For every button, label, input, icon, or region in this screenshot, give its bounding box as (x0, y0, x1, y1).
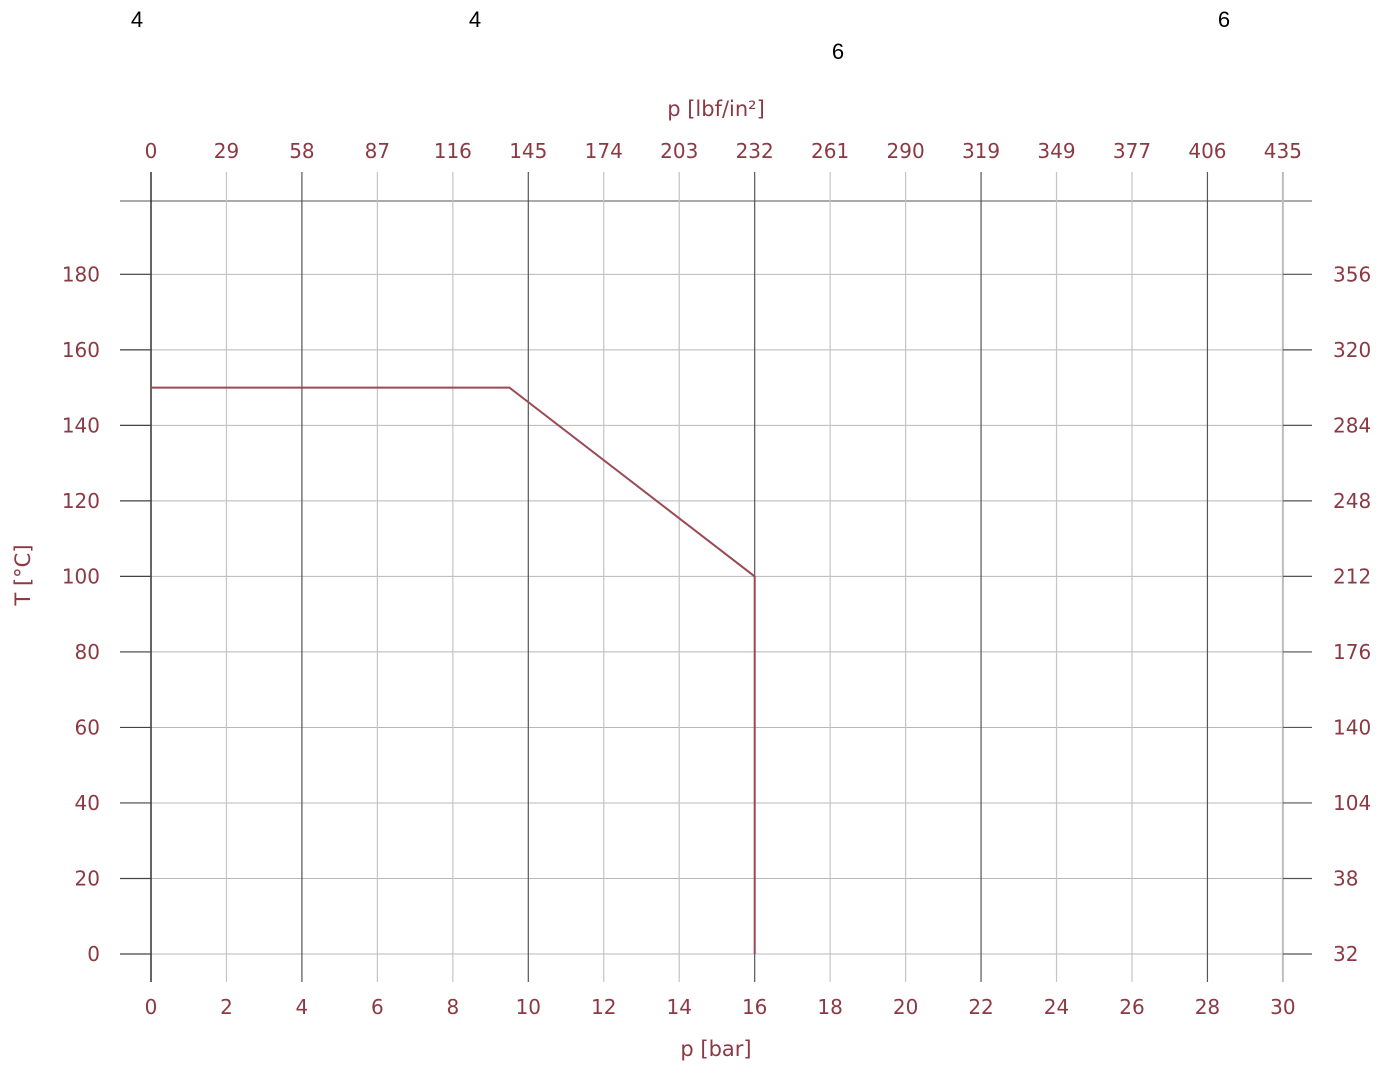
x-top-tick-label: 87 (365, 139, 390, 163)
page-markers: 4 4 6 6 (131, 7, 1230, 64)
x-top-tick-label: 203 (660, 139, 698, 163)
y-right-tick-label: 176 (1333, 640, 1371, 664)
series-line (151, 386, 756, 954)
x-bottom-tick-label: 22 (968, 995, 993, 1019)
y-left-tick-label: 60 (75, 715, 100, 739)
x-top-tick-label: 232 (736, 139, 774, 163)
y-left-tick-label: 100 (62, 564, 100, 588)
y-right-tick-label: 356 (1333, 262, 1371, 286)
series-layer (151, 386, 756, 954)
x-top-tick-label: 377 (1113, 139, 1151, 163)
page-marker: 4 (131, 7, 143, 32)
x-bottom-tick-label: 20 (893, 995, 918, 1019)
y-left-tick-label: 0 (87, 942, 100, 966)
y-left-tick-label: 40 (75, 791, 100, 815)
x-top-tick-label: 349 (1037, 139, 1075, 163)
page-marker: 6 (832, 39, 844, 64)
page-marker: 4 (469, 7, 481, 32)
y-left-tick-label: 140 (62, 413, 100, 437)
y-left-tick-label: 20 (75, 866, 100, 890)
x-bottom-tick-label: 16 (742, 995, 767, 1019)
x-bottom-tick-label: 24 (1044, 995, 1069, 1019)
x-bottom-tick-label: 18 (817, 995, 842, 1019)
y-left-tick-label: 160 (62, 338, 100, 362)
y-left-tick-label: 80 (75, 640, 100, 664)
x-bottom-tick-label: 14 (666, 995, 691, 1019)
chart-axes (120, 172, 1312, 982)
x-bottom-tick-label: 12 (591, 995, 616, 1019)
y-right-tick-label: 212 (1333, 564, 1371, 588)
x-top-tick-label: 116 (434, 139, 472, 163)
y-left-tick-label: 180 (62, 262, 100, 286)
x-top-tick-label: 58 (289, 139, 314, 163)
x-bottom-tick-label: 4 (296, 995, 309, 1019)
x-top-axis-label: p [lbf/in²] (667, 97, 765, 121)
x-bottom-tick-label: 0 (145, 995, 158, 1019)
y-right-tick-label: 32 (1333, 942, 1358, 966)
x-bottom-tick-label: 10 (516, 995, 541, 1019)
y-right-tick-label: 320 (1333, 338, 1371, 362)
x-bottom-axis-label: p [bar] (680, 1037, 751, 1061)
x-bottom-tick-label: 8 (446, 995, 459, 1019)
x-bottom-tick-label: 30 (1270, 995, 1295, 1019)
x-top-tick-label: 435 (1264, 139, 1302, 163)
chart-grid (120, 172, 1312, 982)
x-top-tick-label: 174 (585, 139, 623, 163)
x-top-tick-label: 0 (145, 139, 158, 163)
y-right-tick-label: 248 (1333, 489, 1371, 513)
y-right-tick-label: 38 (1333, 866, 1358, 890)
page-marker: 6 (1218, 7, 1230, 32)
x-top-tick-label: 29 (214, 139, 239, 163)
x-bottom-tick-label: 2 (220, 995, 233, 1019)
x-top-tick-label: 319 (962, 139, 1000, 163)
x-top-tick-label: 145 (509, 139, 547, 163)
x-bottom-tick-label: 26 (1119, 995, 1144, 1019)
y-right-tick-label: 104 (1333, 791, 1371, 815)
y-left-axis-label: T [°C] (11, 544, 35, 606)
y-left-tick-label: 120 (62, 489, 100, 513)
y-right-tick-label: 284 (1333, 413, 1371, 437)
x-top-tick-label: 290 (887, 139, 925, 163)
x-top-tick-label: 261 (811, 139, 849, 163)
x-bottom-tick-label: 28 (1195, 995, 1220, 1019)
tick-labels: 0 2 4 6 8 10 12 14 16 18 20 22 24 26 28 300 29 58 87 116 145… (62, 139, 1371, 1019)
x-top-tick-label: 406 (1188, 139, 1226, 163)
y-right-tick-label: 140 (1333, 715, 1371, 739)
x-bottom-tick-label: 6 (371, 995, 384, 1019)
